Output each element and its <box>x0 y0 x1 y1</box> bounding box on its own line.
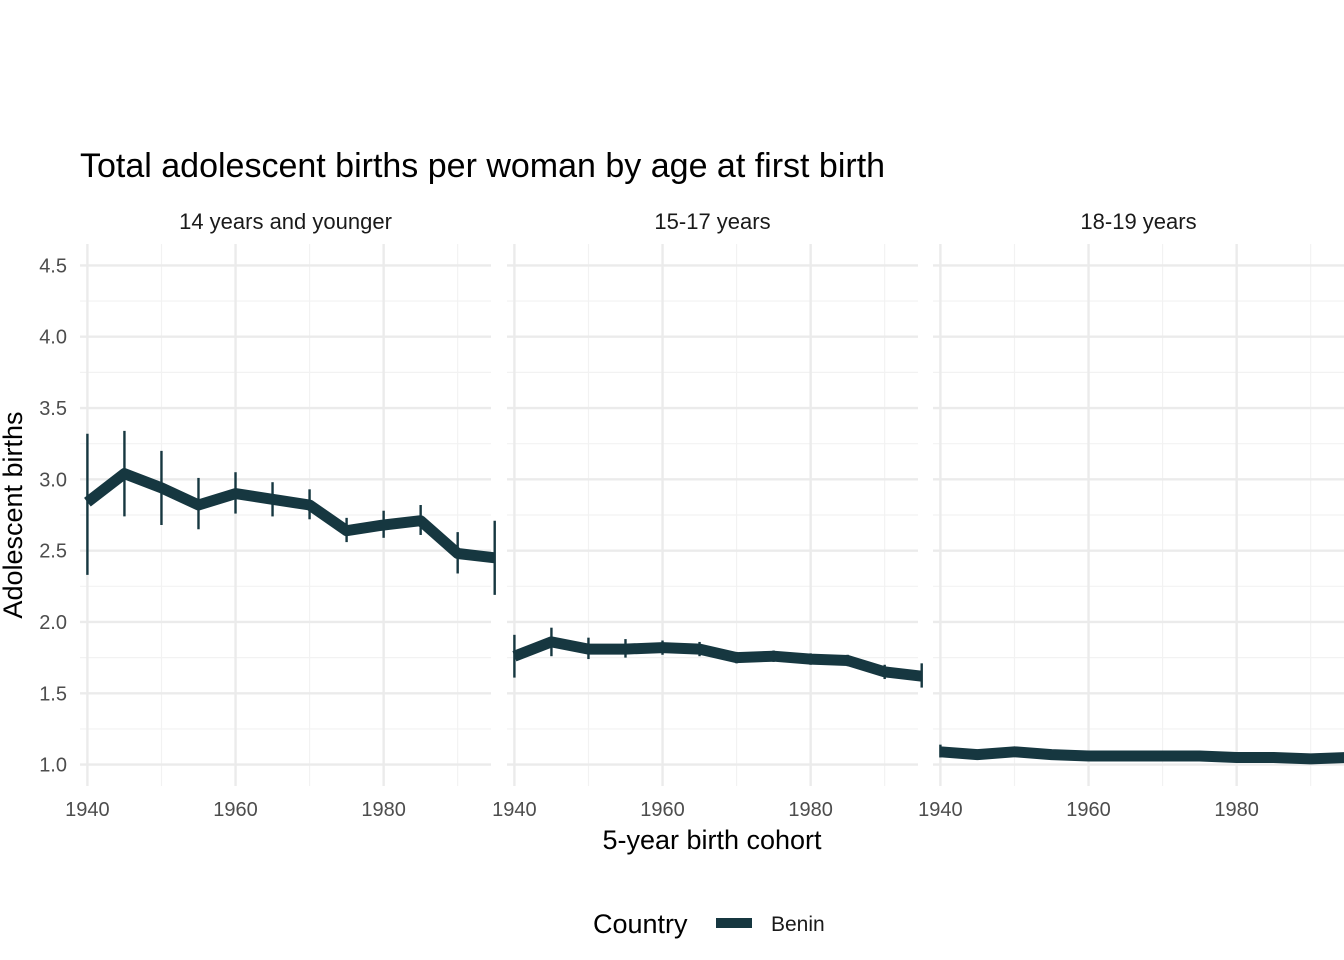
x-tick-label: 1960 <box>1066 799 1111 821</box>
x-axis-title: 5-year birth cohort <box>602 825 822 855</box>
y-tick-label: 2.0 <box>39 612 67 634</box>
y-tick-label: 1.5 <box>39 683 67 705</box>
chart-title: Total adolescent births per woman by age… <box>80 147 885 185</box>
facet-panels: 14 years and younger 1940 1960 1980 1.0 1.5 2.… <box>39 209 1344 821</box>
y-tick-label: 2.5 <box>39 541 67 563</box>
series-line-benin <box>84 468 496 564</box>
facet-panel-1: 14 years and younger 1940 1960 1980 1.0 1.5 2.… <box>39 209 496 821</box>
y-axis-title: Adolescent births <box>0 411 28 618</box>
facet-panel-3: 18-19 years 1940 1960 1980 <box>918 209 1344 821</box>
x-tick-label: 1940 <box>492 799 537 821</box>
x-tick-label: 1980 <box>1214 799 1259 821</box>
y-tick-label: 4.0 <box>39 327 67 349</box>
series-line-benin <box>512 636 923 682</box>
x-tick-label: 1940 <box>918 799 963 821</box>
y-tick-label: 3.0 <box>39 469 67 491</box>
facet-strip-label: 18-19 years <box>1080 209 1196 234</box>
x-tick-label: 1960 <box>640 799 685 821</box>
facet-strip-label: 15-17 years <box>654 209 770 234</box>
legend-key-benin <box>716 918 752 928</box>
x-tick-label: 1940 <box>65 799 110 821</box>
facet-strip-label: 14 years and younger <box>179 209 392 234</box>
y-tick-label: 3.5 <box>39 398 67 420</box>
legend: Country Benin <box>593 909 825 939</box>
legend-label-benin: Benin <box>771 913 825 936</box>
facet-panel-2: 15-17 years 1940 1960 1980 <box>492 209 923 821</box>
y-tick-label: 4.5 <box>39 255 67 277</box>
x-tick-label: 1960 <box>213 799 258 821</box>
legend-title: Country <box>593 909 688 939</box>
x-tick-label: 1980 <box>361 799 406 821</box>
series-line-benin <box>939 746 1344 765</box>
x-tick-label: 1980 <box>788 799 833 821</box>
y-tick-label: 1.0 <box>39 755 67 777</box>
